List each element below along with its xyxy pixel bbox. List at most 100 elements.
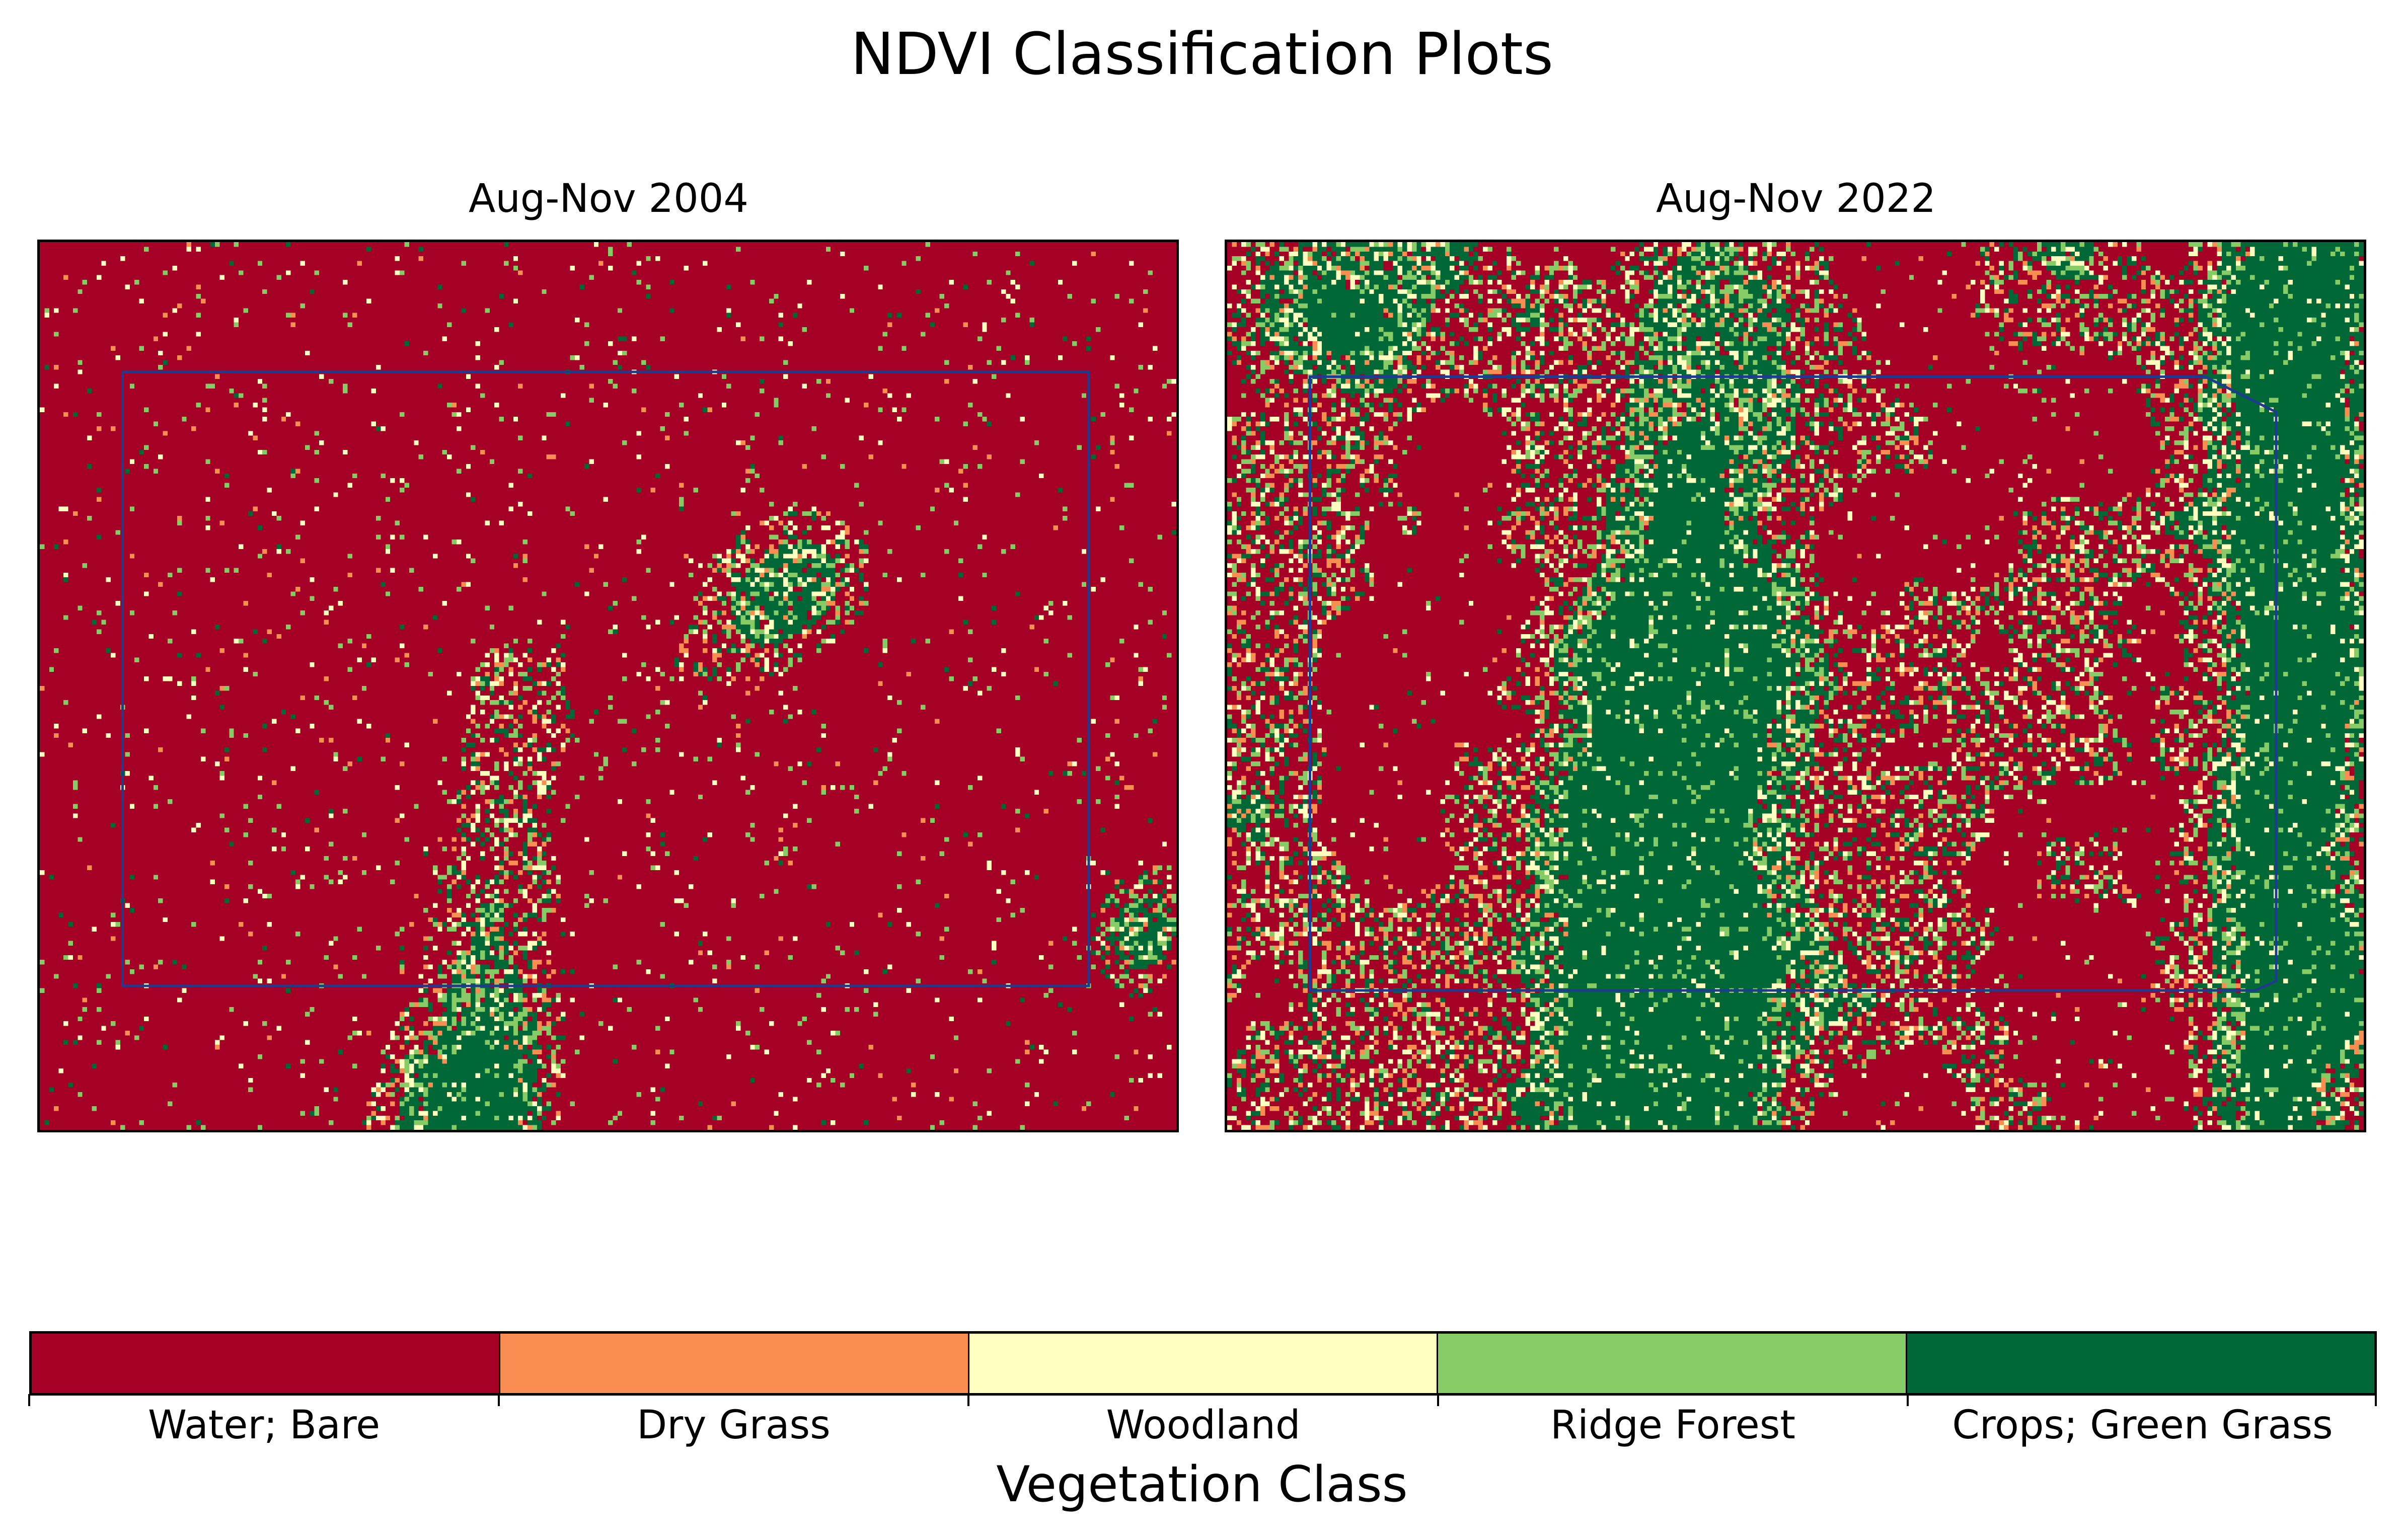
raster-cell	[840, 530, 845, 535]
raster-cell	[1081, 549, 1087, 554]
raster-cell	[513, 563, 518, 568]
raster-cell	[887, 922, 892, 927]
raster-cell	[1383, 270, 1398, 275]
raster-cell	[622, 350, 627, 356]
raster-cell	[2278, 298, 2307, 303]
raster-cell	[764, 582, 769, 587]
raster-cell	[404, 1012, 409, 1017]
raster-cell	[442, 960, 447, 965]
raster-cell	[1322, 265, 1327, 271]
raster-cell	[532, 879, 537, 885]
raster-cell	[442, 1002, 452, 1008]
raster-cell	[2335, 303, 2340, 309]
raster-cell	[1658, 289, 1668, 294]
raster-cell	[1402, 275, 1417, 280]
raster-cell	[764, 554, 769, 559]
raster-cell	[1407, 289, 1412, 294]
raster-cell	[1554, 308, 1559, 313]
raster-cell	[821, 454, 826, 459]
raster-cell	[1795, 265, 1800, 271]
raster-cell	[532, 1016, 537, 1022]
raster-cell	[1658, 313, 1673, 318]
raster-cell	[1435, 284, 1441, 289]
raster-cell	[2160, 294, 2165, 299]
raster-cell	[1134, 955, 1139, 960]
raster-cell	[1317, 261, 1327, 266]
raster-cell	[650, 865, 656, 870]
raster-cell	[504, 846, 509, 852]
raster-cell	[522, 846, 528, 852]
raster-cell	[2056, 336, 2061, 342]
raster-cell	[2046, 265, 2066, 271]
raster-cell	[560, 690, 566, 696]
raster-cell	[655, 620, 660, 625]
raster-cell	[215, 690, 220, 696]
raster-cell	[646, 846, 651, 852]
raster-cell	[1402, 322, 1407, 327]
raster-cell	[1753, 336, 1758, 342]
raster-cell	[395, 1077, 400, 1083]
raster-cell	[797, 582, 802, 587]
raster-cell	[1284, 313, 1289, 318]
raster-cell	[906, 988, 912, 993]
raster-cell	[1289, 322, 1294, 327]
raster-cell	[1748, 247, 1758, 252]
raster-cell	[2131, 327, 2137, 332]
raster-cell	[248, 884, 253, 889]
raster-cell	[1724, 313, 1730, 318]
raster-cell	[1568, 318, 1573, 323]
raster-cell	[1015, 492, 1020, 497]
raster-cell	[414, 1035, 419, 1040]
raster-cell	[896, 728, 902, 733]
raster-cell	[2141, 341, 2146, 346]
raster-cell	[1459, 261, 1464, 266]
raster-cell	[1114, 804, 1120, 809]
raster-cell	[1667, 308, 1673, 313]
raster-cell	[528, 827, 537, 832]
raster-cell	[1298, 270, 1303, 275]
raster-cell	[1383, 251, 1388, 257]
raster-cell	[825, 601, 836, 606]
raster-cell	[792, 804, 798, 809]
raster-cell	[518, 992, 523, 998]
raster-cell	[1739, 247, 1744, 252]
raster-cell	[1100, 922, 1105, 927]
raster-cell	[1039, 955, 1044, 960]
raster-cell	[551, 714, 556, 719]
raster-cell	[96, 983, 102, 988]
raster-cell	[556, 690, 561, 696]
raster-cell	[2235, 280, 2241, 285]
raster-cell	[96, 534, 102, 540]
raster-cell	[508, 1073, 513, 1078]
raster-cell	[892, 1097, 897, 1102]
raster-cell	[972, 379, 978, 384]
raster-cell	[437, 922, 442, 927]
raster-cell	[1643, 270, 1649, 275]
raster-cell	[1307, 332, 1313, 337]
raster-cell	[456, 412, 462, 417]
raster-cell	[551, 1083, 556, 1088]
raster-cell	[522, 577, 528, 582]
raster-cell	[494, 327, 499, 332]
raster-cell	[1402, 298, 1407, 303]
raster-cell	[1771, 318, 1777, 323]
raster-cell	[845, 398, 850, 403]
raster-cell	[949, 1016, 954, 1022]
raster-cell	[1345, 251, 1350, 257]
raster-cell	[428, 1111, 433, 1116]
raster-cell	[2255, 251, 2312, 257]
raster-cell	[1326, 261, 1331, 266]
raster-cell	[1985, 284, 1990, 289]
raster-cell	[532, 1045, 542, 1050]
raster-cell	[1980, 251, 1985, 257]
raster-cell	[608, 605, 613, 610]
raster-cell	[542, 1077, 547, 1083]
raster-cell	[684, 265, 689, 271]
raster-cell	[532, 1049, 542, 1054]
raster-cell	[1682, 313, 1687, 318]
raster-cell	[551, 997, 556, 1003]
raster-cell	[442, 1049, 452, 1054]
raster-cell	[707, 407, 712, 412]
raster-cell	[186, 247, 192, 252]
raster-cell	[1157, 941, 1167, 946]
